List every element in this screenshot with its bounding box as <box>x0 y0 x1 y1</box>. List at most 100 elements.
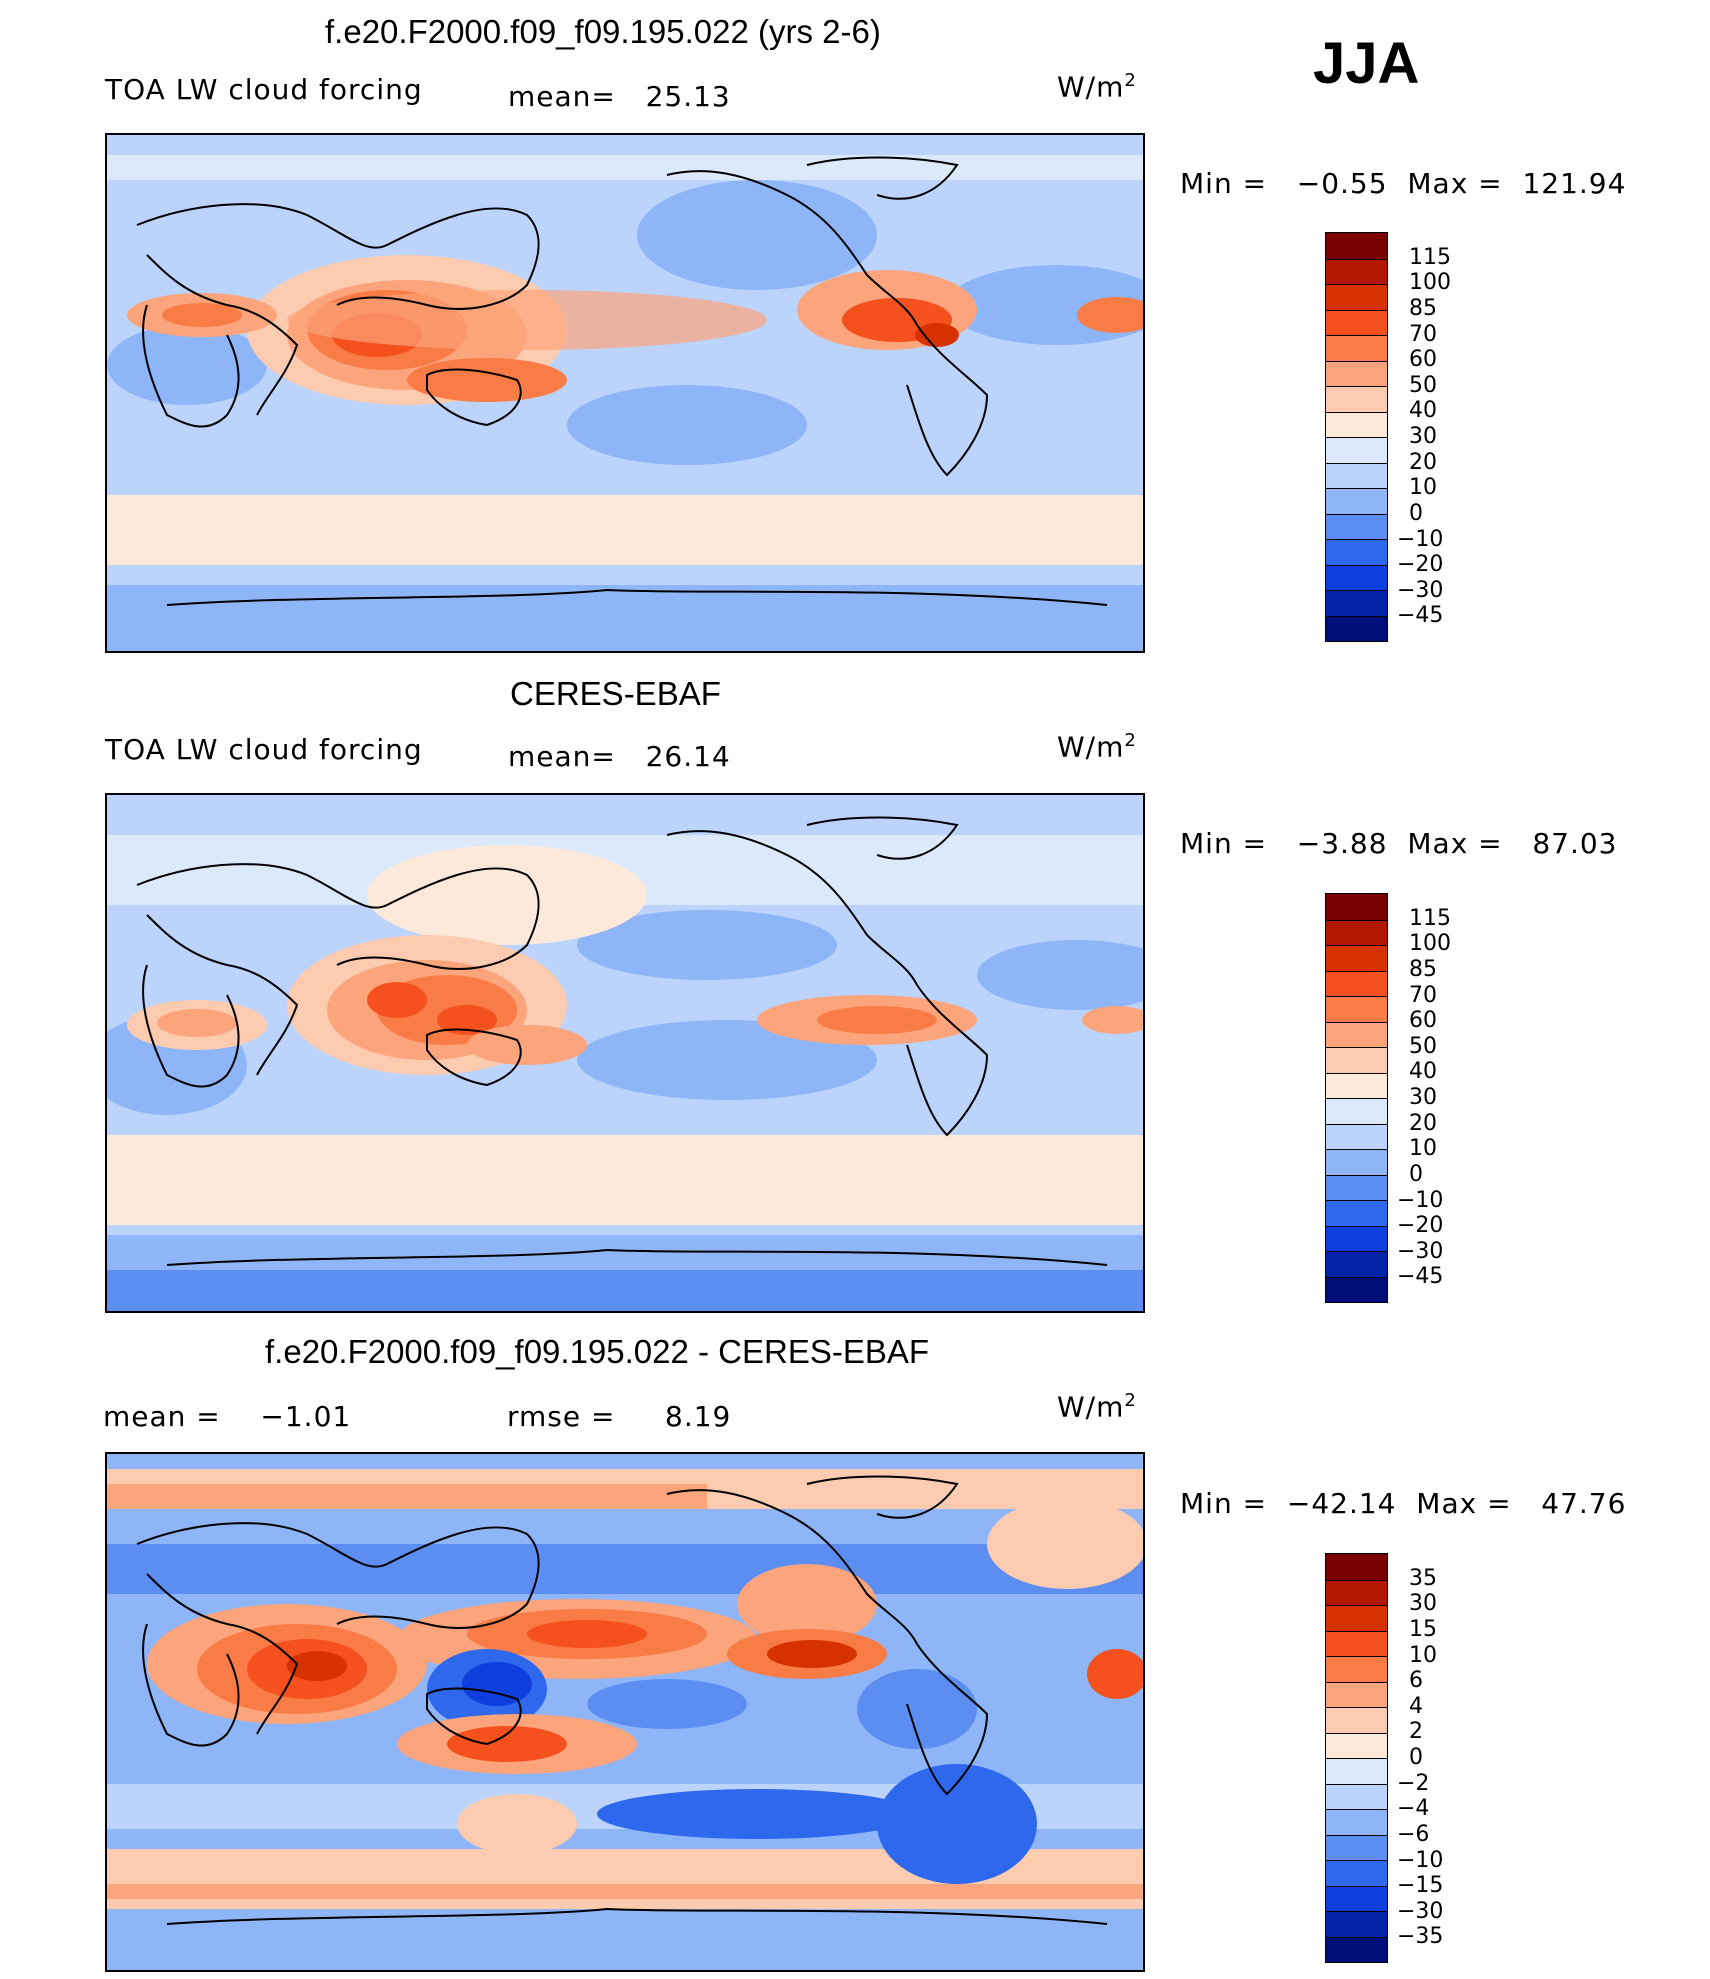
panel-3-map <box>105 1452 1145 1972</box>
panel-2-map <box>105 793 1145 1313</box>
colorbar-level-label: 50 <box>1409 372 1437 398</box>
colorbar-level-label: 60 <box>1409 1008 1437 1034</box>
colorbar-level-label: −30 <box>1397 577 1444 603</box>
panel-2-max-value: 87.03 <box>1532 827 1618 860</box>
panel-3-mean-label: mean = <box>103 1400 221 1433</box>
colorbar-box <box>1326 970 1387 996</box>
panel-1-colorbar-labels: 115 100 85 70 60 50 40 30 20 10 0 −10 −20 −30 −45 <box>1397 232 1485 642</box>
panel-1-title: f.e20.F2000.f09_f09.195.022 (yrs 2-6) <box>325 13 881 50</box>
colorbar-box <box>1326 1021 1387 1047</box>
colorbar-box <box>1326 1200 1387 1226</box>
panel-1-max-value: 121.94 <box>1522 167 1627 200</box>
colorbar-level-label: 40 <box>1409 1059 1437 1085</box>
colorbar-box <box>1326 919 1387 945</box>
colorbar-level-label: 30 <box>1409 1085 1437 1110</box>
colorbar-box <box>1326 233 1387 259</box>
panel-1-mean: mean= 25.13 <box>508 80 731 113</box>
colorbar-box <box>1326 1047 1387 1073</box>
colorbar-level-label: 70 <box>1409 982 1437 1008</box>
colorbar-box <box>1326 437 1387 463</box>
colorbar-box <box>1326 1251 1387 1277</box>
colorbar-box <box>1326 1225 1387 1251</box>
colorbar-box <box>1326 1098 1387 1124</box>
colorbar-box <box>1326 513 1387 539</box>
colorbar-level-label: 70 <box>1409 321 1437 347</box>
panel-2-mean-value: 26.14 <box>645 740 731 773</box>
colorbar-box <box>1326 1123 1387 1149</box>
panel-3-colorbar <box>1325 1553 1388 1963</box>
panel-1-contour-field <box>107 135 1143 651</box>
panel-3-min-value: −42.14 <box>1286 1487 1397 1520</box>
colorbar-box <box>1326 1276 1387 1302</box>
panel-3-title: f.e20.F2000.f09_f09.195.022 - CERES-EBAF <box>265 1333 930 1370</box>
colorbar-box <box>1326 1809 1387 1835</box>
panel-1-colorbar <box>1325 232 1388 642</box>
colorbar-box <box>1326 1885 1387 1911</box>
colorbar-level-label: −10 <box>1397 1847 1444 1873</box>
colorbar-box <box>1326 590 1387 616</box>
colorbar-box <box>1326 1681 1387 1707</box>
colorbar-level-label: 4 <box>1409 1693 1423 1719</box>
colorbar-box <box>1326 1707 1387 1733</box>
colorbar-box <box>1326 360 1387 386</box>
colorbar-level-label: 30 <box>1409 424 1437 449</box>
colorbar-box <box>1326 1072 1387 1098</box>
colorbar-level-label: 0 <box>1409 500 1423 526</box>
colorbar-level-label: 115 <box>1409 244 1451 270</box>
panel-1-variable-label: TOA LW cloud forcing <box>105 73 423 106</box>
panel-2-title: CERES-EBAF <box>510 675 721 712</box>
panel-2-mean-label: mean= <box>508 740 616 773</box>
colorbar-box <box>1326 1605 1387 1631</box>
colorbar-box <box>1326 1656 1387 1682</box>
colorbar-box <box>1326 1732 1387 1758</box>
colorbar-box <box>1326 335 1387 361</box>
colorbar-box <box>1326 1783 1387 1809</box>
colorbar-level-label: −45 <box>1397 1264 1444 1290</box>
colorbar-level-label: −35 <box>1397 1924 1444 1950</box>
colorbar-level-label: 10 <box>1409 1136 1437 1162</box>
panel-3-max-value: 47.76 <box>1541 1487 1627 1520</box>
colorbar-level-label: 2 <box>1409 1719 1423 1745</box>
colorbar-box <box>1326 1936 1387 1962</box>
colorbar-level-label: 30 <box>1409 1591 1437 1617</box>
colorbar-level-label: −6 <box>1397 1821 1430 1847</box>
colorbar-box <box>1326 1630 1387 1656</box>
colorbar-level-label: 6 <box>1409 1668 1423 1694</box>
colorbar-level-label: 40 <box>1409 398 1437 424</box>
colorbar-level-label: 85 <box>1409 295 1437 321</box>
colorbar-level-label: −30 <box>1397 1238 1444 1264</box>
colorbar-box <box>1326 1860 1387 1886</box>
panel-1-minmax: Min = −0.55 Max = 121.94 <box>1180 167 1627 200</box>
colorbar-box <box>1326 284 1387 310</box>
colorbar-box <box>1326 1149 1387 1175</box>
colorbar-box <box>1326 945 1387 971</box>
colorbar-level-label: −20 <box>1397 552 1444 578</box>
colorbar-level-label: −4 <box>1397 1796 1430 1822</box>
colorbar-level-label: 15 <box>1409 1616 1437 1642</box>
colorbar-box <box>1326 996 1387 1022</box>
panel-3-rmse-value: 8.19 <box>665 1400 732 1433</box>
panel-2-minmax: Min = −3.88 Max = 87.03 <box>1180 827 1618 860</box>
colorbar-level-label: 100 <box>1409 931 1451 957</box>
colorbar-box <box>1326 1174 1387 1200</box>
colorbar-box <box>1326 615 1387 641</box>
panel-2-min-value: −3.88 <box>1296 827 1388 860</box>
panel-2-colorbar-labels: 115 100 85 70 60 50 40 30 20 10 0 −10 −20 −30 −45 <box>1397 893 1485 1303</box>
panel-3-colorbar-labels: 35 30 15 10 6 4 2 0 −2 −4 −6 −10 −15 −30 −35 <box>1397 1553 1485 1963</box>
colorbar-box <box>1326 1911 1387 1937</box>
colorbar-box <box>1326 411 1387 437</box>
panel-3-mean: mean = −1.01 <box>103 1400 351 1433</box>
colorbar-level-label: 20 <box>1409 449 1437 475</box>
colorbar-level-label: −30 <box>1397 1898 1444 1924</box>
colorbar-box <box>1326 1579 1387 1605</box>
panel-3-mean-value: −1.01 <box>260 1400 352 1433</box>
colorbar-box <box>1326 386 1387 412</box>
colorbar-level-label: −45 <box>1397 603 1444 629</box>
panel-3-contour-field <box>107 1454 1143 1970</box>
colorbar-box <box>1326 1554 1387 1580</box>
colorbar-level-label: 0 <box>1409 1745 1423 1770</box>
panel-2-contour-field <box>107 795 1143 1311</box>
panel-1-map <box>105 133 1145 653</box>
colorbar-level-label: 10 <box>1409 1642 1437 1668</box>
colorbar-box <box>1326 1834 1387 1860</box>
